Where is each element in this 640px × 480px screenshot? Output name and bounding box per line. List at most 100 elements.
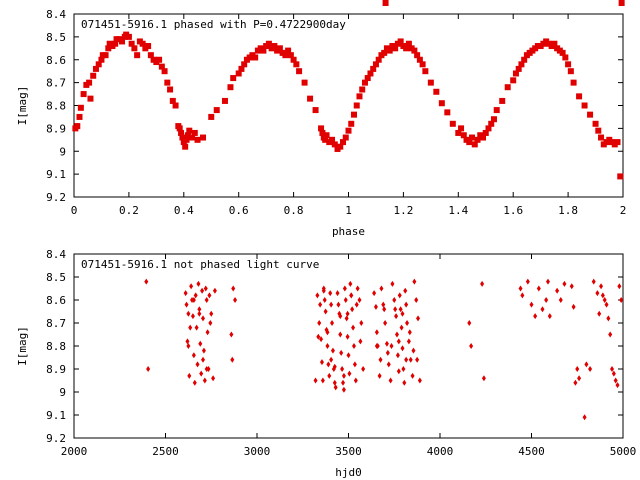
data-point [202,377,207,384]
data-point [265,40,272,47]
data-point [467,320,472,326]
data-point [188,324,193,331]
data-point [241,61,248,68]
data-point [341,372,346,379]
data-point [567,68,574,75]
data-point [377,372,382,379]
data-point [392,45,399,52]
data-point [357,297,362,303]
data-point [602,297,607,303]
data-point [389,343,394,349]
data-point [355,285,360,292]
data-point [332,379,337,386]
data-point [361,79,368,86]
data-point [382,0,389,6]
data-point [570,79,577,86]
data-point [608,331,613,338]
data-point [394,331,399,338]
y-tick-label: 8.5 [46,271,66,284]
data-point [98,56,105,63]
data-point [90,72,97,79]
data-point [179,134,186,141]
data-point [233,297,238,303]
data-point [419,61,426,68]
data-point [515,65,522,72]
data-point [533,313,538,320]
data-point [615,382,620,389]
data-point [191,352,196,359]
data-point [321,287,326,294]
data-point [382,306,387,313]
data-point [547,313,552,320]
data-point [414,297,419,303]
data-point [326,361,331,368]
y-tick-label: 9.2 [46,432,66,445]
data-point [340,366,345,372]
data-point [186,127,193,134]
data-point [394,313,399,320]
data-point [375,56,382,63]
data-point [385,349,390,356]
data-point [260,47,267,54]
x-tick-label: 0.2 [119,204,139,217]
data-point [356,93,363,100]
data-point [466,139,473,146]
data-point [540,306,545,313]
y-tick-label: 8.8 [46,100,66,113]
y-axis-label: I[mag] [16,86,29,126]
data-point [482,129,489,136]
data-point [338,313,343,320]
x-tick-label: 3000 [244,445,271,458]
data-point [208,113,215,120]
y-tick-label: 8.4 [46,8,66,21]
data-point [384,340,389,347]
data-point [329,136,336,143]
data-point [204,297,209,303]
data-point [433,88,440,95]
data-point [591,278,596,285]
data-point [339,349,344,356]
data-point [397,292,402,299]
data-point [183,136,190,143]
data-point [128,40,135,47]
data-points [144,278,624,421]
data-point [512,70,519,77]
data-point [194,136,201,143]
data-point [347,370,352,377]
data-point [582,414,587,421]
data-point [480,134,487,141]
data-point [395,352,400,359]
data-point [189,283,194,290]
data-point [331,141,338,148]
data-point [139,40,146,47]
data-point [345,127,352,134]
data-point [490,116,497,123]
x-tick-label: 1.6 [503,204,523,217]
y-tick-label: 9.1 [46,168,66,181]
data-point [405,40,412,47]
data-point [290,56,297,63]
data-point [145,43,152,50]
data-point [370,65,377,72]
data-point [167,86,174,93]
x-tick-label: 0.6 [229,204,249,217]
data-point [341,379,346,386]
x-tick-label: 1.4 [448,204,468,217]
data-point [95,61,102,68]
data-point [399,324,404,331]
data-point [558,297,563,303]
data-point [493,107,500,114]
data-point [312,107,319,114]
y-tick-label: 8.8 [46,340,66,353]
data-point [345,333,350,340]
data-point [184,132,191,139]
data-point [373,303,378,310]
data-point [230,75,237,82]
x-tick-label: 2 [620,204,627,217]
panel-title: 071451-5916.1 not phased light curve [81,258,319,271]
x-tick-label: 4500 [518,445,545,458]
data-point [238,65,245,72]
data-point [327,372,332,379]
data-point [191,297,196,303]
data-point [361,366,366,372]
